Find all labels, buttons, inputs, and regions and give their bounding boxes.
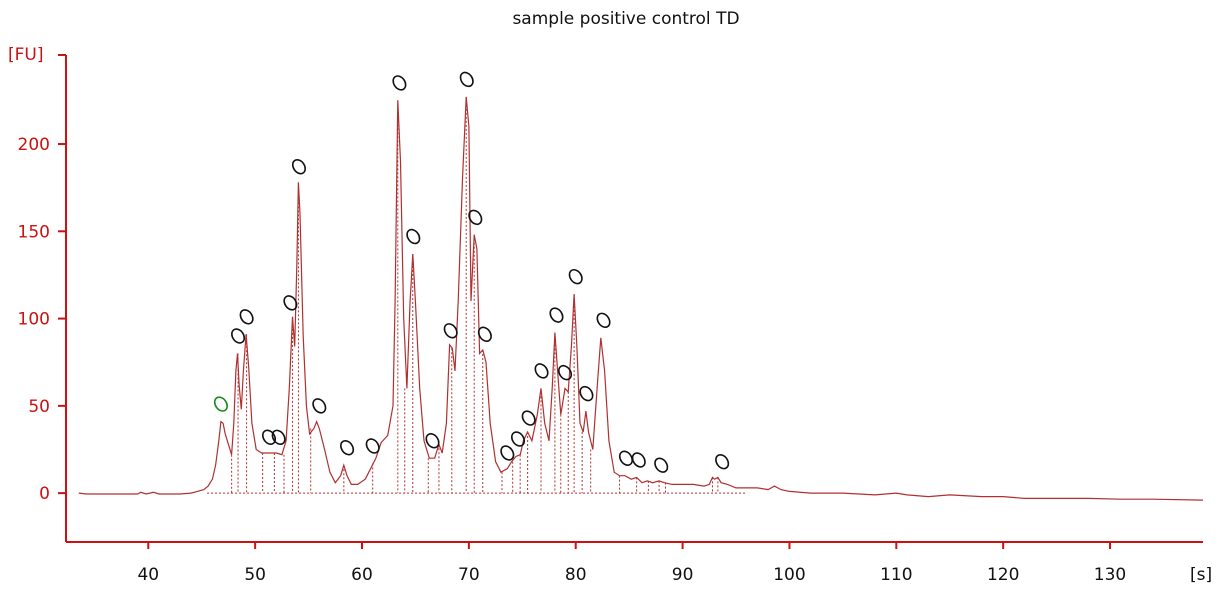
x-tick-label: 100 [773, 565, 805, 585]
peak-marker [654, 457, 669, 473]
peak-marker [521, 410, 536, 426]
peak-marker [392, 75, 407, 91]
peak-marker [239, 309, 254, 325]
peak-marker [312, 398, 327, 414]
peak-marker [715, 453, 730, 470]
y-axis-unit-label: [FU] [8, 45, 44, 65]
y-tick-label: 50 [28, 397, 50, 417]
peak-marker [261, 429, 277, 445]
peak-marker [443, 323, 458, 339]
x-tick-label: 70 [458, 565, 480, 585]
y-tick-label: 150 [18, 222, 50, 242]
peak-marker [579, 385, 594, 402]
x-tick-label: 130 [1094, 565, 1126, 585]
peak-marker [425, 433, 440, 449]
plot-area: 0 50 100 150 200 40 50 60 70 80 90 100 110 120 130 [18, 54, 1204, 585]
x-tick-label: 40 [137, 565, 159, 585]
peak-marker [231, 328, 246, 344]
x-tick-label: 80 [565, 565, 587, 585]
peak-marker [510, 431, 526, 447]
chart-title: sample positive control TD [512, 9, 739, 29]
x-tick-label: 90 [672, 565, 694, 585]
peak-marker [365, 438, 380, 454]
peak-marker [406, 228, 421, 245]
x-tick-label: 50 [244, 565, 266, 585]
x-tick-label: 60 [351, 565, 373, 585]
peak-marker [468, 209, 483, 226]
y-tick-label: 200 [18, 135, 50, 155]
peak-marker [618, 450, 633, 466]
peak-marker [459, 71, 474, 88]
peak-marker [291, 159, 307, 175]
peak-marker [213, 396, 228, 412]
x-axis-unit-label: [s] [1190, 565, 1212, 585]
peak-marker [568, 268, 583, 285]
peak-marker [557, 364, 573, 381]
peak-marker [500, 445, 515, 461]
peak-marker [340, 440, 355, 456]
peak-marker [549, 307, 564, 323]
peak-marker [631, 452, 646, 468]
peak-marker [534, 363, 549, 379]
y-tick-label: 100 [18, 310, 50, 330]
x-tick-label: 120 [987, 565, 1019, 585]
peak-marker [271, 429, 286, 446]
peak-marker [477, 326, 492, 342]
y-tick-label: 0 [39, 484, 50, 504]
peak-marker [596, 312, 611, 329]
electropherogram-trace [78, 96, 1204, 501]
x-tick-label: 110 [880, 565, 912, 585]
peak-marker [283, 295, 298, 311]
